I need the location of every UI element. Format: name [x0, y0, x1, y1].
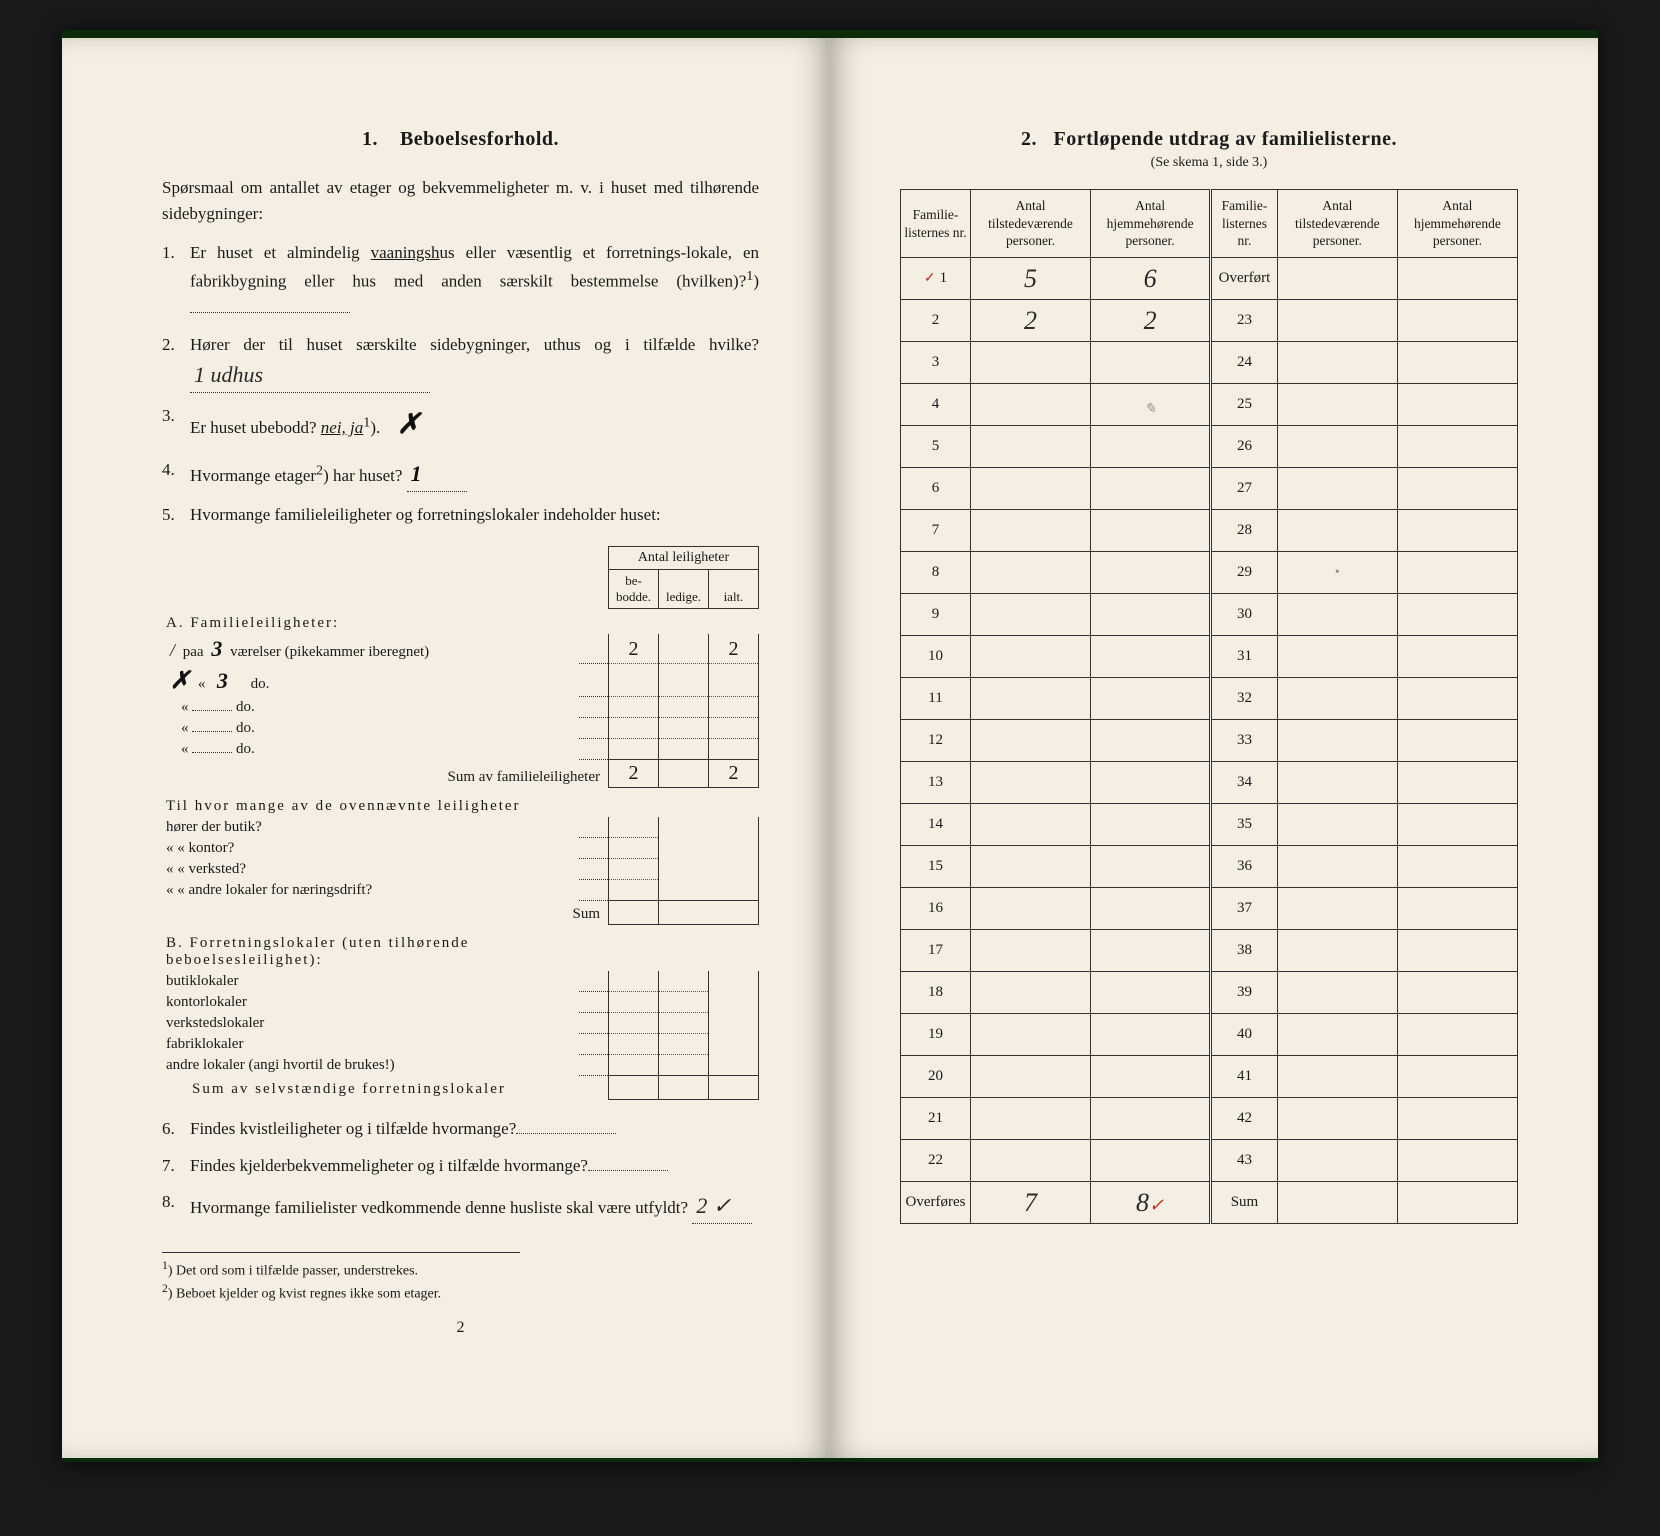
family-table: Familie-listernes nr. Antal tilstedevære… [900, 189, 1518, 1224]
section-title-right: 2. Fortløpende utdrag av familielisterne… [900, 128, 1518, 151]
q8: 8. Hvormange familielister vedkommende d… [162, 1189, 759, 1224]
fam-row: 627 [901, 468, 1518, 510]
A-title: A. Familieleiligheter: [162, 608, 759, 634]
book-spread: 1. Beboelsesforhold. Spørsmaal om antall… [62, 30, 1598, 1462]
question-list: 1. Er huset et almindelig vaaningshus el… [162, 240, 759, 528]
section-name: Beboelsesforhold. [400, 128, 559, 150]
q1-fill [190, 312, 350, 313]
q1: 1. Er huset et almindelig vaaningshus el… [162, 240, 759, 322]
leilighet-table-block: Antal leiligheter be-bodde. ledige. ialt… [162, 546, 759, 1101]
fam-row: 1031 [901, 636, 1518, 678]
fam-row: 2243 [901, 1140, 1518, 1182]
page-number-left: 2 [162, 1319, 759, 1337]
fam-row: 1132 [901, 678, 1518, 720]
fam-row: 4✎25 [901, 384, 1518, 426]
leilighet-table: Antal leiligheter be-bodde. ledige. ialt… [162, 546, 759, 1101]
A-row-3: « do. [162, 697, 759, 718]
q7: 7. Findes kjelderbekvemmeligheter og i t… [162, 1153, 759, 1179]
A-sum: Sum av familieleiligheter 2 2 [162, 760, 759, 788]
footnotes: 1) Det ord som i tilfælde passer, unders… [162, 1252, 520, 1302]
A-row-1: / paa 3 værelser (pikekammer iberegnet) … [162, 634, 759, 664]
fam-body: ✓156Overført222233244✎25526627728829•930… [901, 258, 1518, 1182]
fam-row: 930 [901, 594, 1518, 636]
fam-footer: Overføres 7 8✓ Sum [901, 1182, 1518, 1224]
fam-row: 1839 [901, 972, 1518, 1014]
fam-row: 1435 [901, 804, 1518, 846]
q2: 2. Hører der til huset særskilte sidebyg… [162, 332, 759, 393]
section-title-left: 1. Beboelsesforhold. [162, 128, 759, 151]
fam-row: 1738 [901, 930, 1518, 972]
right-page: 2. Fortløpende utdrag av familielisterne… [830, 38, 1598, 1458]
q5: 5. Hvormange familieleiligheter og forre… [162, 502, 759, 528]
fam-row: 324 [901, 342, 1518, 384]
A-row-5: « do. [162, 739, 759, 760]
fam-header-row: Familie-listernes nr. Antal tilstedevære… [901, 190, 1518, 258]
section-num: 1. [362, 128, 378, 150]
fam-row: 1637 [901, 888, 1518, 930]
fam-row: 1536 [901, 846, 1518, 888]
A-row-2: ✗ « 3 do. [162, 664, 759, 697]
fam-row: 2041 [901, 1056, 1518, 1098]
left-page: 1. Beboelsesforhold. Spørsmaal om antall… [62, 38, 830, 1458]
fam-row: 1334 [901, 762, 1518, 804]
fam-row: 728 [901, 510, 1518, 552]
subtitle: (Se skema 1, side 3.) [900, 155, 1518, 171]
fam-row: 22223 [901, 300, 1518, 342]
fam-row: 526 [901, 426, 1518, 468]
intro-text: Spørsmaal om antallet av etager og bekve… [162, 175, 759, 226]
q3: 3. Er huset ubebodd? nei, ja1). ✗ [162, 403, 759, 446]
fam-row: 2142 [901, 1098, 1518, 1140]
q2-fill: 1 udhus [190, 358, 430, 393]
fam-row: ✓156Overført [901, 258, 1518, 300]
A-row-4: « do. [162, 718, 759, 739]
question-list-2: 6. Findes kvistleiligheter og i tilfælde… [162, 1116, 759, 1224]
q6: 6. Findes kvistleiligheter og i tilfælde… [162, 1116, 759, 1142]
q3-mark: ✗ [393, 409, 424, 440]
fam-row: 1233 [901, 720, 1518, 762]
q4: 4. Hvormange etager2) har huset? 1 [162, 457, 759, 492]
fam-row: 1940 [901, 1014, 1518, 1056]
fam-row: 829• [901, 552, 1518, 594]
